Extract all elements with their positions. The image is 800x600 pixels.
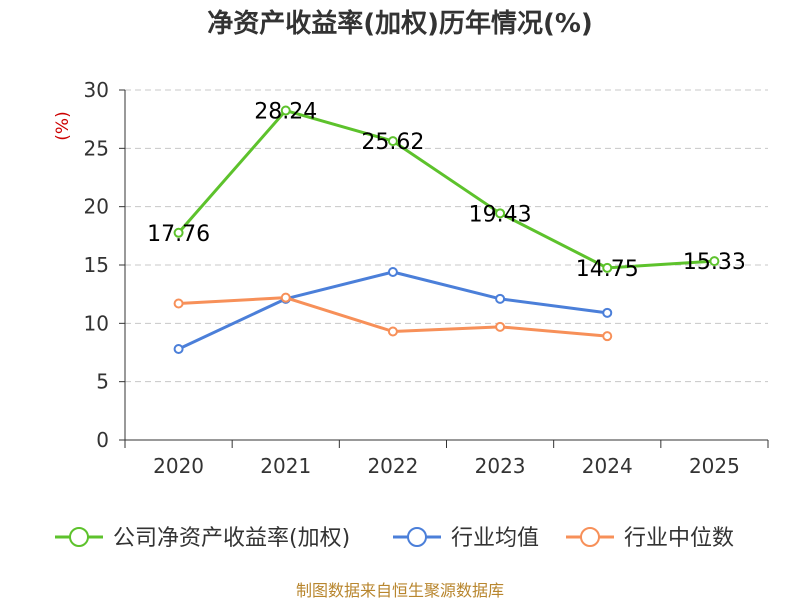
legend-marker (580, 527, 600, 547)
data-label: 28.24 (254, 100, 317, 125)
data-label: 25.62 (361, 130, 424, 155)
x-tick-label: 2024 (582, 454, 633, 478)
legend-item-2[interactable]: 行业中位数 (566, 526, 734, 551)
series-line-0 (177, 109, 715, 270)
data-label: 19.43 (469, 202, 532, 227)
y-tick-label: 25 (84, 136, 109, 160)
legend[interactable]: 公司净资产收益率(加权) 行业均值 行业中位数 (55, 526, 734, 551)
y-axis-unit: (%) (53, 111, 73, 140)
y-tick-label: 5 (96, 370, 109, 394)
series-line-1 (177, 270, 608, 351)
data-point[interactable] (709, 256, 720, 267)
data-point[interactable] (387, 136, 398, 147)
legend-label: 行业均值 (451, 526, 539, 551)
data-point[interactable] (602, 262, 613, 273)
data-point[interactable] (173, 344, 184, 354)
data-label: 14.75 (576, 257, 639, 282)
data-point[interactable] (280, 105, 291, 116)
data-point[interactable] (280, 292, 291, 303)
data-point[interactable] (173, 227, 184, 238)
data-labels: 17.76 28.24 25.62 19.43 14.75 15.33 (147, 100, 746, 282)
legend-label: 行业中位数 (624, 526, 734, 551)
source-note: 制图数据来自恒生聚源数据库 (296, 581, 504, 600)
series-lines (173, 105, 720, 354)
x-tick-label: 2020 (153, 454, 204, 478)
grid-lines (125, 89, 768, 383)
y-tick-label: 10 (84, 311, 109, 335)
y-tick-label: 20 (84, 195, 109, 219)
x-tick-label: 2023 (475, 454, 526, 478)
data-point[interactable] (602, 307, 613, 318)
x-tick-label: 2021 (260, 454, 311, 478)
data-point[interactable] (495, 293, 506, 304)
data-point[interactable] (387, 267, 398, 277)
data-point[interactable] (602, 331, 613, 342)
legend-marker (407, 527, 427, 547)
y-tick-label: 0 (96, 428, 109, 452)
legend-label: 公司净资产收益率(加权) (113, 526, 350, 551)
data-point[interactable] (173, 298, 184, 309)
x-tick-label: 2022 (367, 454, 418, 478)
x-tick-label: 2025 (689, 454, 740, 478)
y-tick-label: 30 (84, 78, 109, 102)
legend-marker (69, 527, 89, 547)
data-point[interactable] (495, 321, 506, 332)
y-tick-label: 15 (84, 253, 109, 277)
chart-title: 净资产收益率(加权)历年情况(%) (207, 8, 593, 39)
legend-item-1[interactable]: 行业均值 (393, 526, 539, 551)
data-label: 17.76 (147, 222, 210, 247)
data-label: 15.33 (683, 250, 746, 275)
data-point[interactable] (495, 208, 506, 219)
data-point[interactable] (387, 326, 398, 337)
legend-item-0[interactable]: 公司净资产收益率(加权) (55, 526, 350, 551)
